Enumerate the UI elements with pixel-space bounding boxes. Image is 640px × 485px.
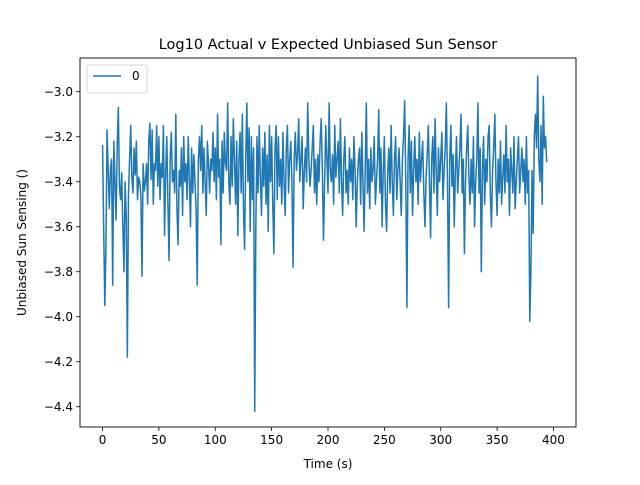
y-axis: −3.0 −3.2 −3.4 −3.6 −3.8 −4.0 −4.2 −4.4 bbox=[44, 85, 80, 414]
legend-box bbox=[86, 64, 148, 94]
plot-area bbox=[101, 75, 548, 412]
y-tick-label: −3.8 bbox=[44, 265, 73, 279]
y-tick-label: −3.0 bbox=[44, 85, 73, 99]
x-tick-label: 300 bbox=[429, 433, 452, 447]
x-axis: 0 50 100 150 200 250 300 350 400 bbox=[99, 427, 565, 447]
x-tick-label: 50 bbox=[151, 433, 166, 447]
x-tick-label: 200 bbox=[317, 433, 340, 447]
x-tick-label: 250 bbox=[373, 433, 396, 447]
series-line-0 bbox=[101, 75, 548, 412]
y-tick-label: −4.0 bbox=[44, 310, 73, 324]
x-tick-label: 350 bbox=[486, 433, 509, 447]
x-tick-label: 100 bbox=[204, 433, 227, 447]
x-tick-label: 0 bbox=[99, 433, 107, 447]
legend: 0 bbox=[86, 64, 148, 94]
y-tick-label: −3.4 bbox=[44, 175, 73, 189]
x-axis-label: Time (s) bbox=[303, 457, 353, 471]
y-tick-label: −3.2 bbox=[44, 130, 73, 144]
y-tick-label: −3.6 bbox=[44, 220, 73, 234]
y-axis-label: Unbiased Sun Sensing () bbox=[15, 169, 29, 316]
chart-title: Log10 Actual v Expected Unbiased Sun Sen… bbox=[159, 37, 498, 53]
x-tick-label: 150 bbox=[260, 433, 283, 447]
legend-label: 0 bbox=[132, 69, 140, 83]
y-tick-label: −4.4 bbox=[44, 400, 73, 414]
x-tick-label: 400 bbox=[542, 433, 565, 447]
y-tick-label: −4.2 bbox=[44, 355, 73, 369]
